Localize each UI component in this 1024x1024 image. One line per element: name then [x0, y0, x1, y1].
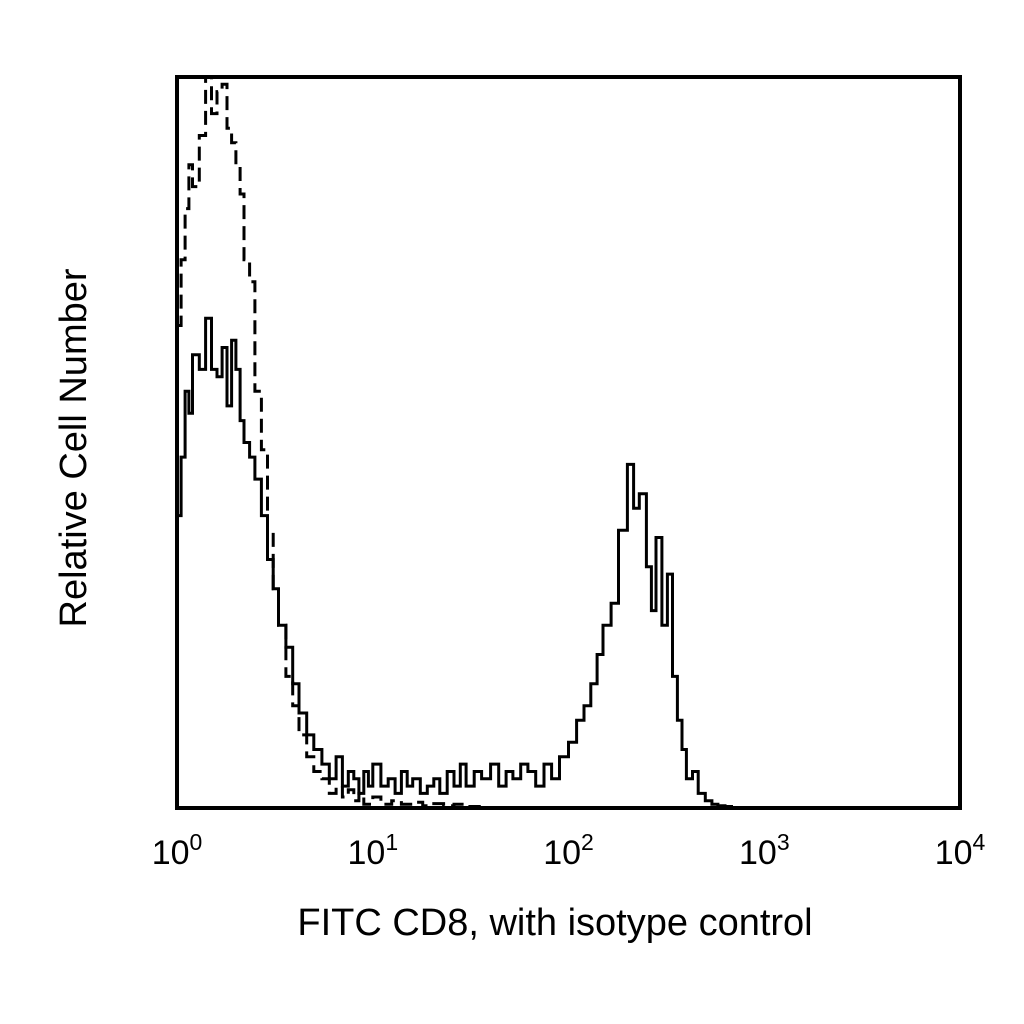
- x-axis-label: FITC CD8, with isotype control: [297, 902, 812, 944]
- x-tick-labels: 100 101 102 103 104: [152, 829, 986, 872]
- x-tick-label: 104: [935, 829, 986, 872]
- isotype-control-series-line: [177, 75, 481, 808]
- x-tick-label: 100: [152, 829, 203, 872]
- plot-frame: [175, 75, 962, 810]
- x-tick-label: 101: [347, 829, 398, 872]
- x-tick-label: 102: [543, 829, 594, 872]
- cd8-series-line: [177, 316, 733, 808]
- x-tick-label: 103: [739, 829, 790, 872]
- y-axis-label: Relative Cell Number: [53, 268, 95, 627]
- series-layer: [177, 75, 733, 808]
